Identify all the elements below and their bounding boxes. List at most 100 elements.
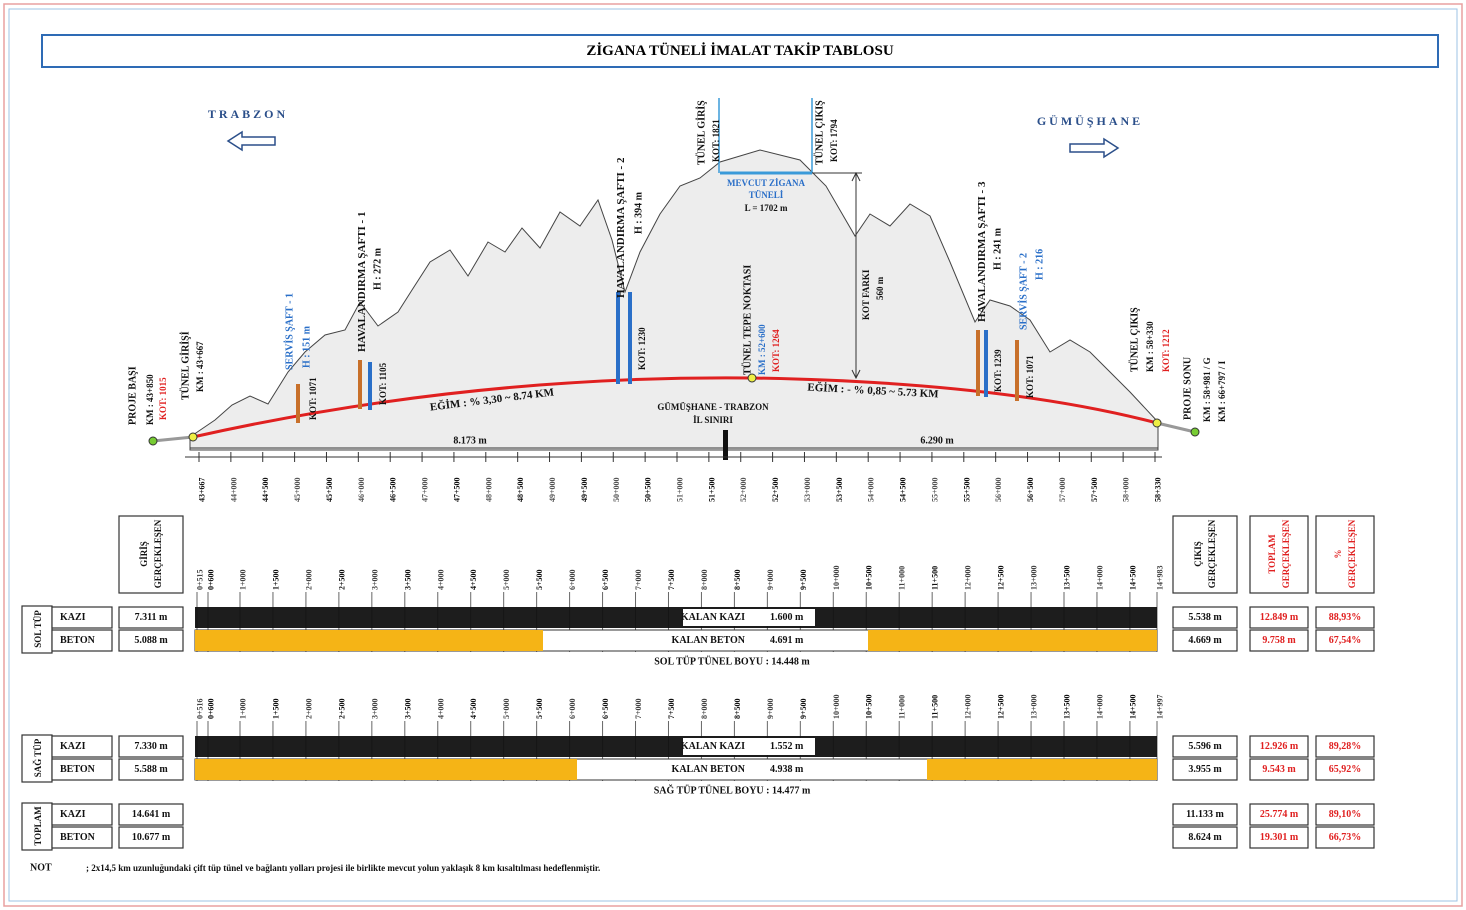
table-tick-label: 2+000	[304, 698, 313, 719]
kalan-value: 4.938 m	[770, 764, 804, 775]
km-tick-label: 44+000	[229, 477, 238, 502]
table-tick-label: 6+500	[601, 698, 610, 719]
table-tick-label: 4+000	[436, 569, 445, 590]
km-tick-label: 53+500	[835, 477, 844, 502]
table-tick-label: 14+997	[1156, 694, 1165, 719]
table-tick-label: 4+500	[469, 569, 478, 590]
table-tick-label: 0+515	[196, 569, 205, 590]
cikis-cell	[1172, 758, 1238, 781]
table-tick-label: 13+000	[1030, 694, 1039, 719]
row-name-cell	[51, 629, 113, 652]
label: KOT: 1071	[308, 377, 318, 420]
table-tick-label: 5+000	[502, 698, 511, 719]
label: KM : 43+850	[145, 374, 155, 425]
header-cell	[1315, 515, 1375, 594]
label: KM : 52+600	[757, 324, 767, 375]
arrow-left	[226, 130, 276, 152]
yuzde-value: 65,92%	[1329, 764, 1362, 775]
kazi-bar	[195, 607, 1157, 628]
km-tick-label: 52+500	[771, 477, 780, 502]
label: HAVALANDIRMA ŞAFTI - 1	[356, 212, 368, 352]
kalan-kazi-box	[683, 609, 815, 626]
group-label: SOL TÜP	[33, 610, 43, 648]
table-tick-label: 12+500	[997, 694, 1006, 719]
km-tick-label: 48+500	[516, 477, 525, 502]
inner-frame	[8, 8, 1458, 902]
table-tick-label: 7+500	[667, 698, 676, 719]
cikis-value: 5.538 m	[1188, 612, 1222, 623]
kalan-value: 1.552 m	[770, 741, 804, 752]
label: MEVCUT ZİGANA	[727, 178, 806, 188]
km-tick-label: 56+000	[994, 477, 1003, 502]
toplam-cell	[1249, 606, 1309, 629]
giris-cell	[118, 803, 184, 826]
label: KOT: 1015	[158, 377, 168, 420]
table-tick-label: 8+500	[733, 698, 742, 719]
km-tick-label: 48+000	[484, 477, 493, 502]
group-cell	[21, 734, 53, 783]
row-name: BETON	[60, 764, 96, 775]
shafts	[296, 292, 1019, 423]
label: KM : 58+981 / G	[1202, 357, 1212, 422]
toplam-cell	[1249, 629, 1309, 652]
header-text: %	[1333, 550, 1343, 559]
table-tick-label: 11+500	[931, 695, 940, 719]
km-tick-label: 56+500	[1026, 477, 1035, 502]
km-tick-label: 58+330	[1154, 477, 1163, 502]
yuzde-value: 89,28%	[1329, 741, 1362, 752]
toplam-value: 12.849 m	[1260, 612, 1299, 623]
kalan-value: 1.600 m	[770, 612, 804, 623]
group-cell	[21, 802, 53, 851]
table-tick-label: 14+000	[1095, 694, 1104, 719]
proje-basi-point	[148, 436, 158, 446]
header-text: GERÇEKLEŞEN	[1207, 519, 1217, 588]
yuzde-cell	[1315, 735, 1375, 758]
portal-right	[1152, 418, 1162, 428]
title-box	[41, 34, 1439, 68]
table-tick-label: 7+000	[634, 569, 643, 590]
header-cell	[118, 515, 184, 594]
label: SERVİS ŞAFT - 2	[1018, 253, 1030, 330]
label: GÜMÜŞHANE - TRABZON	[657, 402, 769, 412]
label: KOT: 1230	[637, 327, 647, 370]
table-tick-label: 10+000	[832, 565, 841, 590]
row-name-cell	[51, 758, 113, 781]
label: 560 m	[875, 276, 885, 300]
table-tick-label: 1+000	[239, 569, 248, 590]
label: TÜNELİ	[749, 190, 784, 200]
label: HAVALANDIRMA ŞAFTI - 3	[976, 181, 988, 322]
table-tick-label: 11+000	[898, 695, 907, 719]
km-tick-label: 51+000	[676, 477, 685, 502]
table-tick-label: 0+600	[207, 569, 216, 590]
yuzde-value: 66,73%	[1329, 832, 1362, 843]
km-tick-label: 54+000	[867, 477, 876, 502]
table-tick-label: 13+500	[1063, 565, 1072, 590]
table-tick-label: 9+500	[799, 698, 808, 719]
table-tick-label: 10+500	[865, 694, 874, 719]
km-tick-label: 58+000	[1122, 477, 1131, 502]
kalan-kazi-box	[683, 738, 815, 755]
table-tick-label: 9+000	[766, 698, 775, 719]
row-name: KAZI	[60, 612, 86, 623]
proje-sonu-point	[1190, 427, 1200, 437]
table-tick-label: 8+000	[700, 698, 709, 719]
giris-cell	[118, 629, 184, 652]
kalan-value: 4.691 m	[770, 635, 804, 646]
table-tick-label: 0+516	[196, 698, 205, 719]
border-marker	[723, 430, 728, 460]
beton-bar	[195, 630, 543, 651]
table-tick-label: 5+500	[535, 569, 544, 590]
title: ZİGANA TÜNELİ İMALAT TAKİP TABLOSU	[586, 42, 893, 59]
table-tick-label: 10+500	[865, 565, 874, 590]
table-tick-label: 3+500	[403, 569, 412, 590]
label: TÜNEL GİRİŞİ	[179, 331, 192, 400]
label: H : 394 m	[634, 191, 645, 234]
km-tick-label: 47+500	[452, 477, 461, 502]
km-tick-label: 55+500	[962, 477, 971, 502]
yuzde-cell	[1315, 826, 1375, 849]
row-name-cell	[51, 735, 113, 758]
km-tick-label: 43+667	[198, 477, 207, 502]
yuzde-cell	[1315, 629, 1375, 652]
